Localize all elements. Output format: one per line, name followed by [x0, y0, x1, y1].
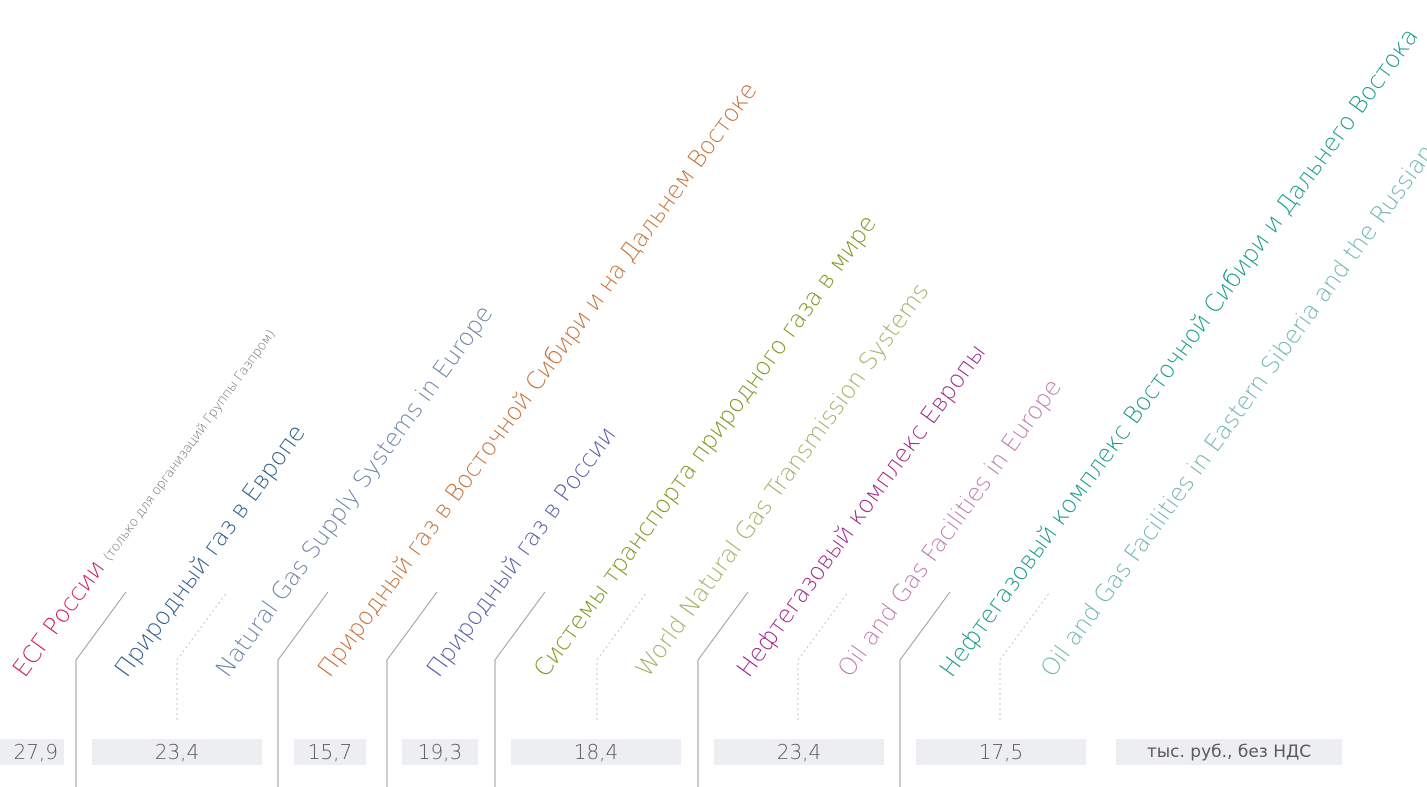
divider-line — [697, 591, 749, 787]
price-box: 18,4 — [511, 739, 681, 765]
price-box: 17,5 — [916, 739, 1086, 765]
divider-line — [494, 591, 546, 787]
price-box: 19,3 — [402, 739, 478, 765]
dotted-divider — [999, 591, 1051, 720]
price-box: 15,7 — [294, 739, 366, 765]
dotted-divider — [596, 591, 648, 720]
price-box: 27,9 — [0, 739, 64, 765]
unit-label: тыс. руб., без НДС — [1116, 739, 1342, 765]
divider-line — [277, 591, 329, 787]
dotted-divider — [176, 591, 228, 720]
divider-line — [386, 591, 438, 787]
divider-line — [899, 591, 951, 787]
divider-line — [75, 591, 127, 787]
dotted-divider — [797, 591, 849, 720]
price-box: 23,4 — [92, 739, 262, 765]
price-box: 23,4 — [714, 739, 884, 765]
